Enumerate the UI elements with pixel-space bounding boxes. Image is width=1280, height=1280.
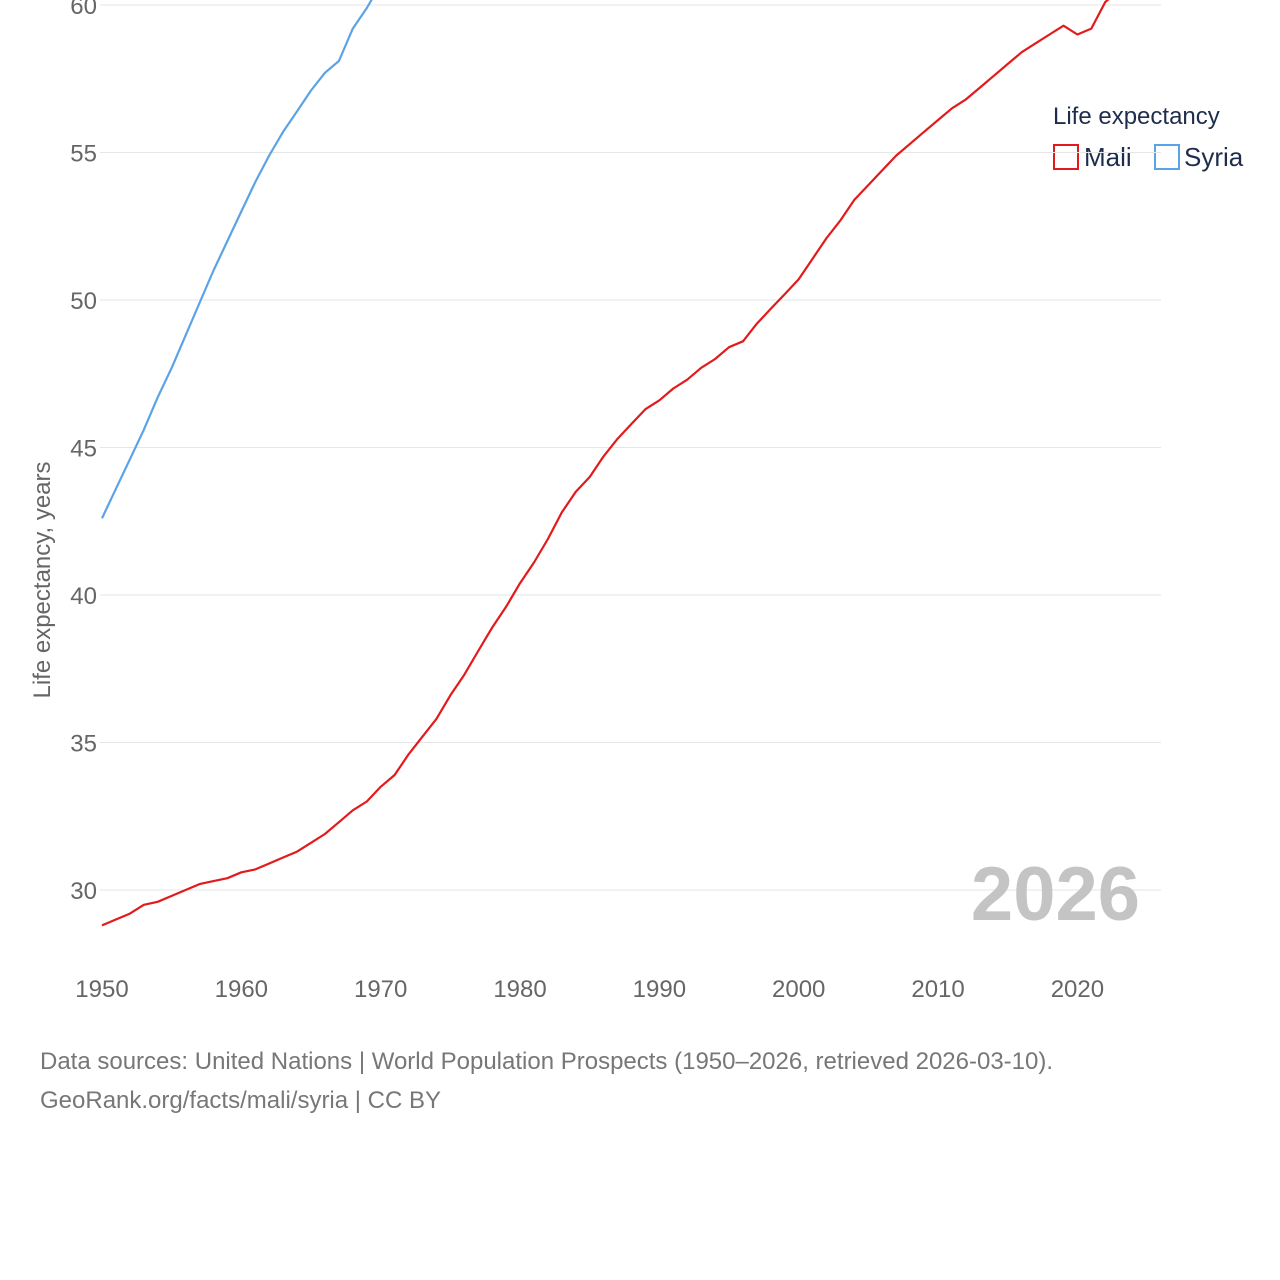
x-tick-label: 1950 [75, 976, 128, 1003]
series-line-mali [101, 0, 1110, 927]
y-tick-label: 30 [70, 878, 97, 905]
legend-swatch-syria [1154, 144, 1180, 170]
y-tick-label: 45 [70, 436, 97, 463]
y-tick-labels: 30354045505560657075 [70, 0, 97, 905]
x-tick-label: 2000 [772, 976, 825, 1003]
legend-title: Life expectancy [1053, 103, 1220, 130]
x-tick-label: 1960 [215, 976, 268, 1003]
legend-label-mali: Mali [1084, 142, 1132, 172]
x-tick-label: 1990 [633, 976, 686, 1003]
y-tick-label: 50 [70, 288, 97, 315]
y-tick-label: 35 [70, 731, 97, 758]
x-tick-label: 1970 [354, 976, 407, 1003]
footer-sources: Data sources: United Nations | World Pop… [40, 1048, 1054, 1075]
x-tick-label: 1980 [493, 976, 546, 1003]
y-axis-title: Life expectancy, years [29, 461, 56, 698]
gridlines [100, 4, 1161, 891]
y-tick-label: 40 [70, 583, 97, 610]
y-tick-label: 60 [70, 0, 97, 20]
legend-swatch-mali [1053, 144, 1079, 170]
x-tick-labels: 1950 1960 1970 1980 1990 2000 2010 2020 [75, 976, 1104, 1003]
legend: Life expectancy Mali Syria [1053, 103, 1244, 172]
x-tick-label: 2020 [1051, 976, 1104, 1003]
y-tick-label: 55 [70, 141, 97, 168]
series-lines [101, 0, 1110, 927]
year-watermark: 2026 [971, 852, 1140, 937]
footer: Data sources: United Nations | World Pop… [40, 1042, 1053, 1120]
legend-label-syria: Syria [1184, 142, 1244, 172]
footer-link: GeoRank.org/facts/mali/syria | CC BY [40, 1087, 442, 1114]
x-tick-label: 2010 [911, 976, 964, 1003]
series-line-syria [101, 0, 373, 519]
